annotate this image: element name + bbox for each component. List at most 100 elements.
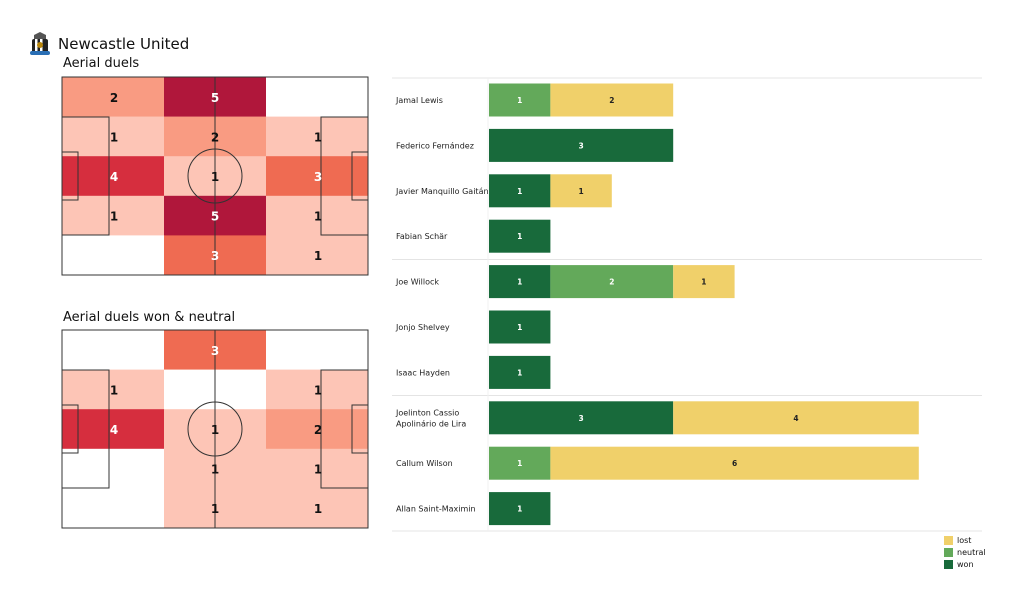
bar-value-label: 3 [578, 414, 583, 423]
bar-value-label: 1 [517, 278, 522, 287]
bar-segment-won [489, 492, 551, 526]
pitch-cell [62, 369, 165, 410]
bar-segment-neutral [489, 83, 551, 117]
pitch-cell-label: 1 [211, 423, 219, 437]
legend-item-neutral: neutral [944, 546, 986, 558]
newcastle-crest-icon [30, 32, 50, 55]
pitch-cell-label: 2 [110, 91, 118, 105]
pitch-cell [266, 488, 369, 529]
legend-swatch-won [944, 559, 953, 569]
bar-value-label: 1 [517, 459, 522, 468]
player-name-label: Allan Saint-Maximin [396, 505, 476, 514]
pitch-cell [266, 77, 369, 117]
pitch-cell [266, 195, 369, 236]
pitch-cell-label: 1 [314, 210, 322, 224]
aerial-duels-won-pitch: 3 1 1 4 1 2 1 1 1 1 [61, 329, 369, 529]
pitch-cell [62, 195, 165, 236]
pitch-cell [266, 156, 369, 197]
legend-label-lost: lost [957, 535, 972, 545]
pitch-cell [62, 448, 165, 489]
pitch-cell [266, 448, 369, 489]
bar-segment-won [489, 310, 551, 344]
player-name-label: Javier Manquillo Gaitán [395, 187, 489, 196]
pitch-cell-label: 1 [110, 210, 118, 224]
pitch-cell [62, 116, 165, 157]
bar-segment-won [489, 174, 551, 208]
bar-value-label: 1 [517, 96, 522, 105]
pitch-cell [62, 330, 165, 370]
bar-value-label: 1 [517, 368, 522, 377]
aerial-duels-title: Aerial duels [63, 56, 140, 71]
pitch-cell [62, 235, 165, 276]
pitch-cell [62, 77, 165, 117]
pitch-cell-label: 1 [211, 463, 219, 477]
player-name-label: Jamal Lewis [395, 96, 443, 105]
bar-segment-lost [550, 446, 919, 480]
pitch-cell-label: 4 [110, 423, 118, 437]
pitch-cell-label: 1 [314, 463, 322, 477]
centre-circle [187, 148, 243, 204]
legend-swatch-lost [944, 535, 953, 545]
pitch-cell-label: 3 [314, 170, 322, 184]
pitch-cell [266, 235, 369, 276]
pitch-cell-label: 2 [211, 130, 219, 144]
bar-value-label: 4 [793, 414, 798, 423]
player-name-label: Joelinton Cassio [395, 408, 459, 417]
pitch-cell [62, 156, 165, 197]
pitch-cell-label: 5 [211, 91, 219, 105]
team-name: Newcastle United [58, 35, 190, 53]
pitch-cell-label: 5 [211, 210, 219, 224]
bar-value-label: 6 [732, 459, 737, 468]
aerial-duels-pitch: 2 5 1 2 1 4 1 3 1 5 1 3 1 [61, 76, 369, 276]
right-six-yard-box [351, 151, 369, 201]
right-six-yard-box [351, 404, 369, 454]
pitch-cell-label: 1 [211, 502, 219, 516]
pitch-cell [266, 409, 369, 450]
bar-segment-won [489, 401, 674, 435]
pitch-cell-label: 2 [314, 423, 322, 437]
bar-segment-won [489, 355, 551, 389]
player-name-label: Fabian Schär [396, 232, 448, 241]
pitch-cell-label: 4 [110, 170, 118, 184]
bar-segment-won [489, 219, 551, 253]
bar-segment-won [489, 265, 551, 299]
bar-value-label: 1 [701, 278, 706, 287]
bar-segment-neutral [489, 446, 551, 480]
bar-value-label: 1 [517, 232, 522, 241]
player-name-label: Joe Willock [395, 278, 439, 287]
bar-value-label: 1 [517, 187, 522, 196]
pitch-cell-label: 1 [110, 383, 118, 397]
bar-value-label: 2 [609, 96, 614, 105]
legend-item-lost: lost [944, 534, 986, 546]
aerial-duels-won-title: Aerial duels won & neutral [63, 310, 236, 325]
legend-swatch-neutral [944, 547, 953, 557]
player-name-label: Jonjo Shelvey [395, 323, 450, 332]
bar-segment-neutral [550, 265, 674, 299]
pitch-cell [62, 409, 165, 450]
pitch-cell-label: 3 [211, 344, 219, 358]
player-name-label: Apolinário de Lira [396, 419, 466, 428]
pitch-cell-label: 1 [314, 249, 322, 263]
pitch-cell [266, 330, 369, 370]
bar-segment-lost [550, 83, 674, 117]
player-name-label: Federico Fernández [396, 141, 474, 150]
bar-segment-lost [673, 265, 735, 299]
player-name-label: Isaac Hayden [396, 368, 450, 377]
bar-value-label: 2 [609, 278, 614, 287]
left-six-yard-box [61, 151, 79, 201]
bar-segment-lost [673, 401, 919, 435]
legend-label-won: won [957, 559, 974, 569]
pitch-cell [266, 369, 369, 410]
pitch-cell [62, 488, 165, 529]
team-header: Newcastle United [28, 30, 189, 58]
left-six-yard-box [61, 404, 79, 454]
bar-value-label: 1 [517, 323, 522, 332]
pitch-cell-label: 3 [211, 249, 219, 263]
player-aerial-duels-bar-chart: Jamal Lewis 1 2 Federico Fernández 3 Javier M… [392, 77, 982, 532]
bar-segment-lost [550, 174, 612, 208]
pitch-cell-label: 1 [314, 130, 322, 144]
player-name-label: Callum Wilson [396, 459, 453, 468]
pitch-cell-label: 1 [314, 502, 322, 516]
pitch-cell-label: 1 [110, 130, 118, 144]
pitch-cell [266, 116, 369, 157]
